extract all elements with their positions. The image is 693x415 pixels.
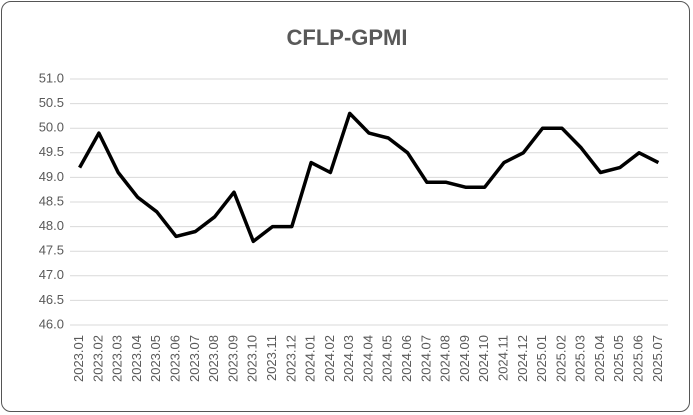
x-tick-label: 2023.06: [168, 335, 183, 382]
y-tick-label: 51.0: [39, 70, 64, 85]
x-tick-label: 2023.02: [90, 335, 105, 382]
y-tick-label: 47.0: [39, 267, 64, 282]
y-tick-label: 46.5: [39, 292, 64, 307]
x-tick-label: 2025.06: [631, 335, 646, 382]
x-tick-label: 2023.11: [264, 335, 279, 381]
x-tick-label: 2024.06: [399, 335, 414, 382]
x-tick-label: 2023.03: [110, 335, 125, 382]
data-line: [78, 111, 660, 244]
chart-title: CFLP-GPMI: [287, 25, 408, 50]
x-tick-label: 2024.12: [515, 335, 530, 382]
y-tick-label: 49.0: [39, 169, 64, 184]
x-tick-label: 2024.07: [418, 335, 433, 382]
x-tick-label: 2023.08: [206, 335, 221, 382]
x-tick-label: 2024.03: [341, 335, 356, 382]
y-tick-label: 50.0: [39, 120, 64, 135]
x-tick-label: 2025.05: [611, 335, 626, 382]
x-tick-label: 2025.07: [650, 335, 665, 382]
y-tick-label: 47.5: [39, 243, 64, 258]
x-tick-label: 2024.01: [303, 335, 318, 382]
x-tick-label: 2024.08: [438, 335, 453, 382]
x-tick-label: 2025.01: [534, 335, 549, 382]
x-tick-label: 2024.11: [495, 335, 510, 381]
y-tick-label: 50.5: [39, 95, 64, 110]
x-tick-label: 2025.04: [592, 335, 607, 382]
y-tick-label: 48.5: [39, 193, 64, 208]
y-tick-label: 48.0: [39, 218, 64, 233]
x-tick-label: 2023.10: [245, 335, 260, 382]
x-tick-label: 2023.05: [148, 335, 163, 382]
y-tick-label: 49.5: [39, 144, 64, 159]
x-tick-label: 2024.04: [360, 335, 375, 382]
x-tick-label: 2024.10: [476, 335, 491, 382]
x-tick-label: 2023.09: [225, 335, 240, 382]
x-tick-label: 2023.01: [71, 335, 86, 382]
x-tick-label: 2023.12: [283, 335, 298, 382]
y-tick-label: 46.0: [39, 316, 64, 331]
x-tick-label: 2024.09: [457, 335, 472, 382]
x-tick-label: 2023.04: [129, 335, 144, 382]
x-tick-label: 2025.02: [553, 335, 568, 382]
x-tick-label: 2023.07: [187, 335, 202, 382]
chart: CFLP-GPMI 46.0 46.5 47.0 47.5 48.0 48.5 49.0 49…: [39, 25, 668, 382]
x-tick-label: 2025.03: [573, 335, 588, 382]
x-tick-label: 2024.05: [380, 335, 395, 382]
x-tick-label: 2024.02: [322, 335, 337, 382]
